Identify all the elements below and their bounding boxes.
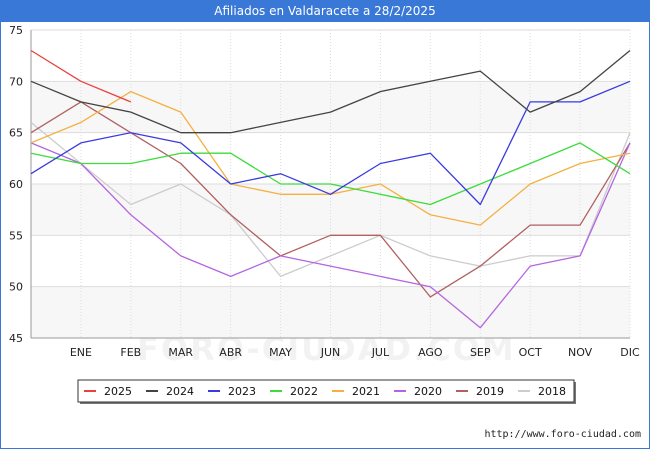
y-tick-label: 65 [9,127,23,140]
y-tick-label: 50 [9,281,23,294]
y-tick-label: 55 [9,229,23,242]
legend-label-2023: 2023 [228,385,256,398]
series-line-2025 [30,49,132,103]
y-tick-label: 70 [9,75,23,88]
x-tick-label: MAY [269,346,292,359]
x-tick-label: FEB [120,346,141,359]
x-tick-label: NOV [568,346,593,359]
x-tick-label: SEP [470,346,491,359]
legend-label-2025: 2025 [104,385,132,398]
legend-label-2021: 2021 [352,385,380,398]
legend-label-2018: 2018 [538,385,566,398]
plot-band [31,30,630,82]
legend: 2025 2024 2023 2022 2021 2020 2019 2018 [77,379,576,404]
chart-title: Afiliados en Valdaracete a 28/2/2025 [0,0,650,22]
legend-label-2020: 2020 [414,385,442,398]
y-tick-label: 45 [9,332,23,345]
series-lines [30,49,631,329]
legend-label-2024: 2024 [166,385,194,398]
x-tick-labels: ENE FEB MAR ABR MAY JUN JUL AGO SEP OCT NOV DIC [70,346,640,359]
x-tick-label: AGO [418,346,443,359]
plot-band [31,81,630,133]
x-tick-label: JUN [320,346,341,359]
source-url: http://www.foro-ciudad.com [484,429,641,440]
series-line-2022 [30,142,631,206]
x-tick-label: JUL [371,346,390,359]
plot-band [31,132,630,184]
x-tick-label: ENE [70,346,92,359]
legend-box [77,379,575,403]
y-tick-label: 60 [9,178,23,191]
plot-band [31,184,630,236]
series-line-2023 [30,80,631,206]
series-line-2024 [30,49,631,134]
series-line-2020 [30,142,631,329]
legend-label-2022: 2022 [290,385,318,398]
y-tick-label: 75 [9,24,23,37]
x-tick-label: DIC [620,346,640,359]
series-line-2018 [30,121,631,278]
x-tick-label: MAR [168,346,193,359]
y-tick-labels: 45 50 55 60 65 70 75 [9,24,23,345]
legend-label-2019: 2019 [476,385,504,398]
x-tick-label: ABR [219,346,242,359]
x-tick-label: OCT [519,346,542,359]
